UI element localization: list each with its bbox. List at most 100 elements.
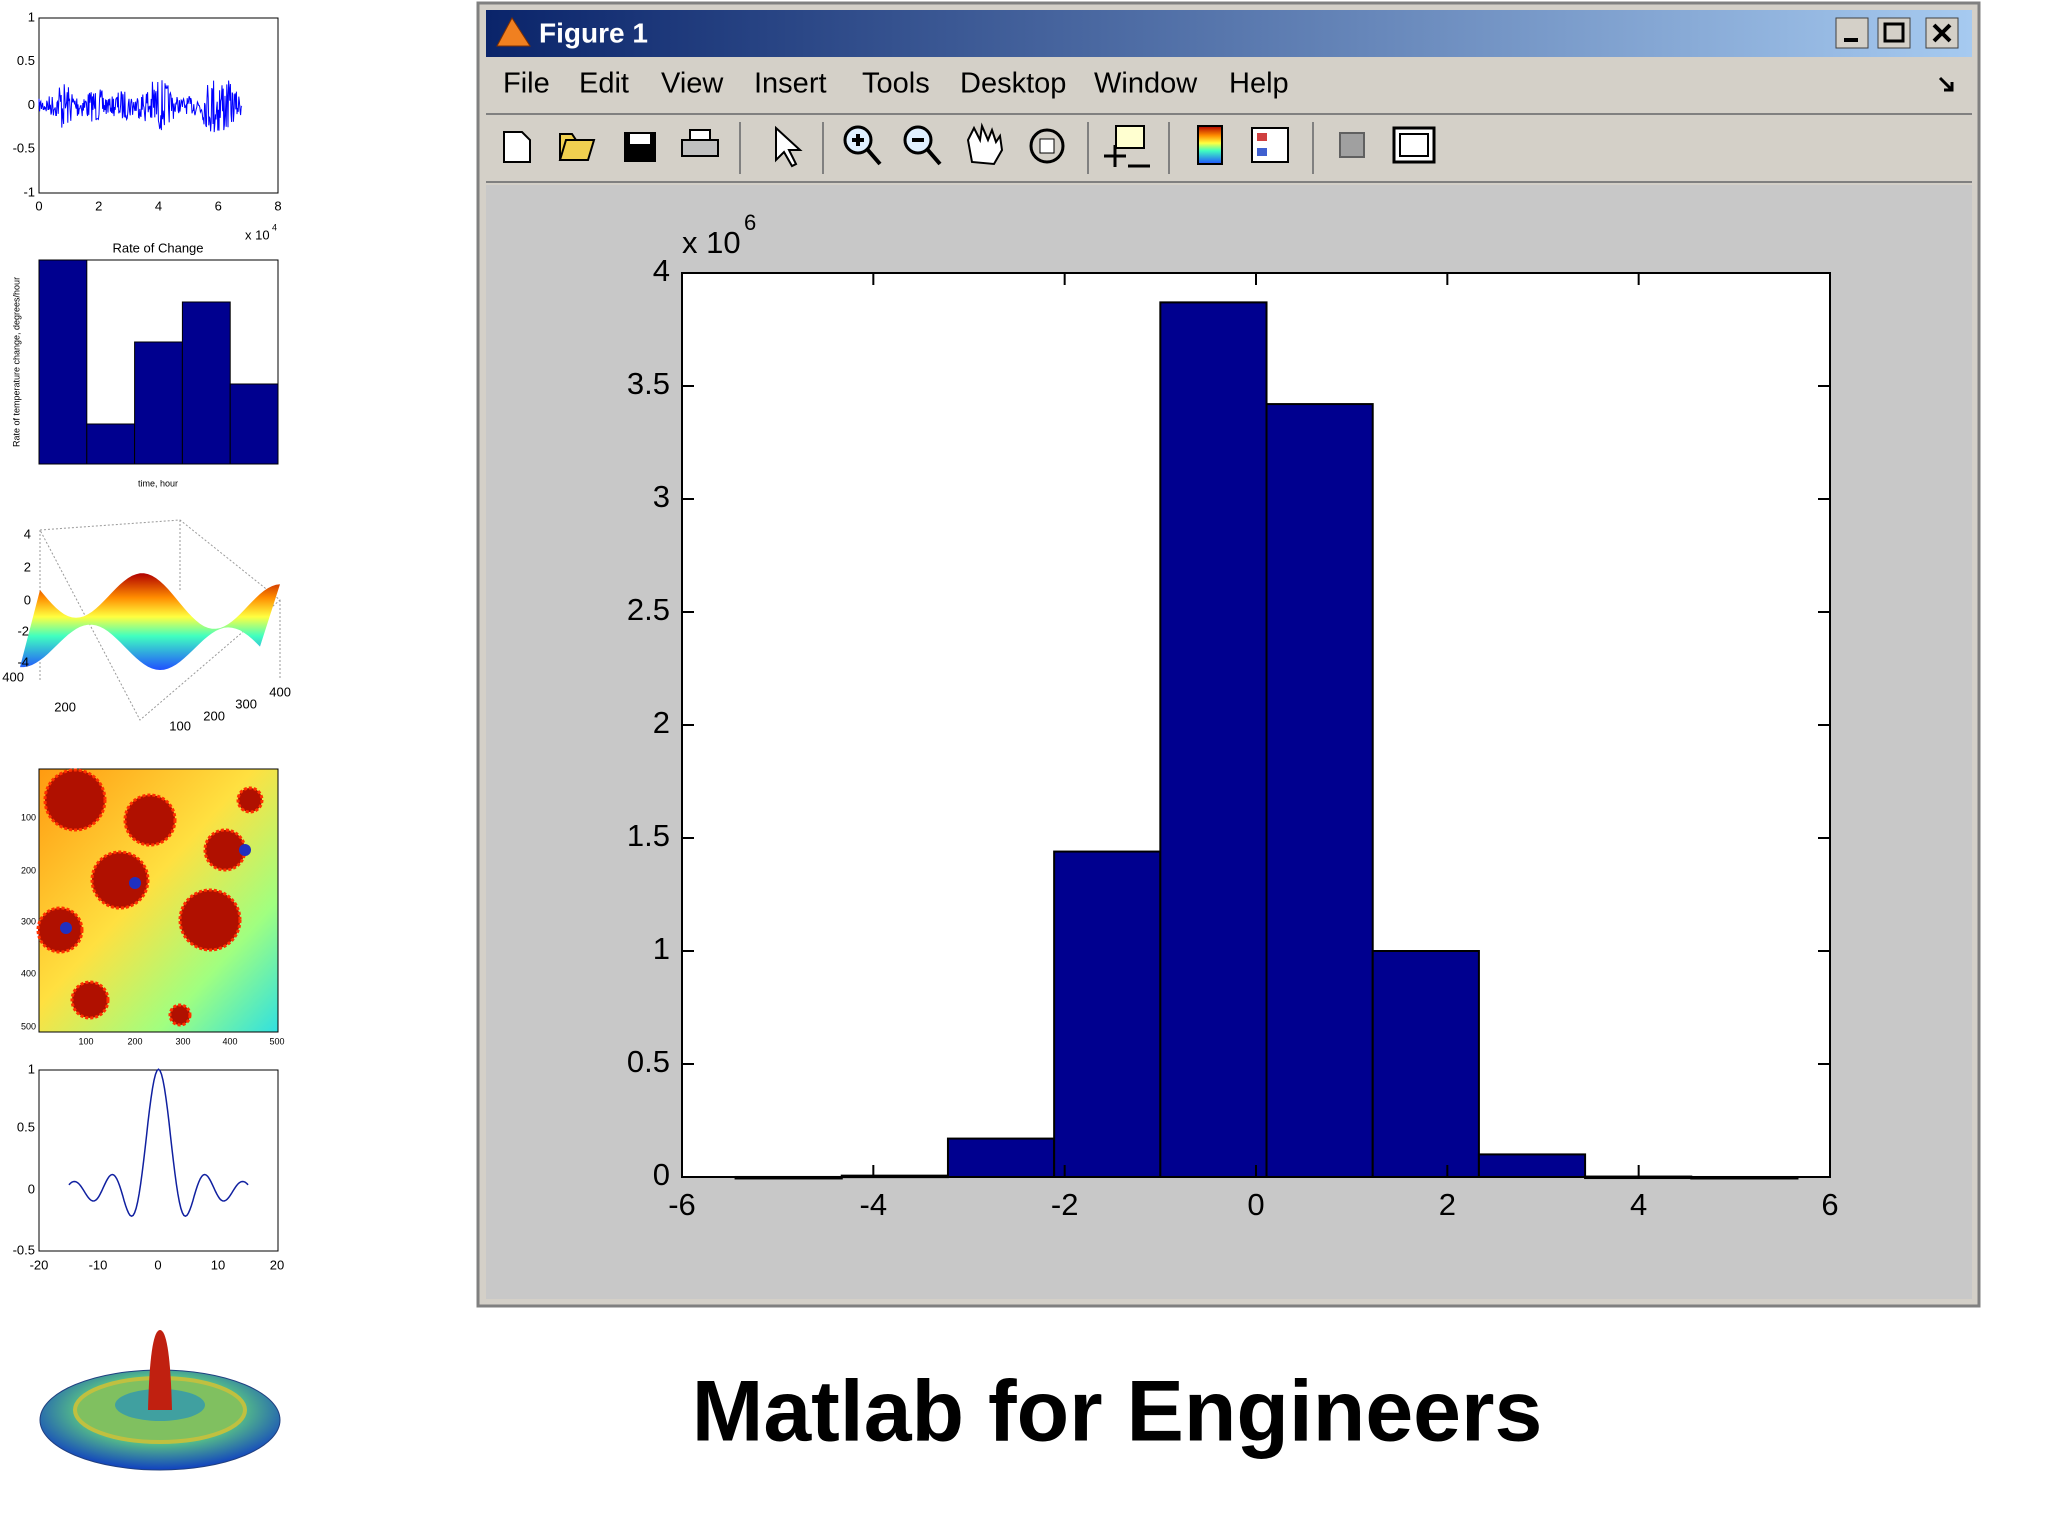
select-icon[interactable]: [775, 125, 803, 168]
thumb-surface-tick: 2: [24, 559, 31, 574]
thumb-fractal-xtick: 300: [175, 1036, 190, 1046]
thumb-fractal-core: [239, 844, 251, 856]
open-icon[interactable]: [558, 133, 596, 161]
print-paper: [689, 129, 711, 141]
thumb-signal-xtick: 0: [35, 198, 42, 213]
minimize-button[interactable]: [1835, 17, 1869, 49]
y-multiplier-exponent: 6: [744, 210, 756, 235]
slide-title: Matlab for Engineers: [692, 1364, 1543, 1460]
thumb-rate-bar: [229, 383, 279, 465]
datacursor-glyph: [1104, 145, 1150, 168]
thumb-sinc-box: [38, 1069, 279, 1252]
thumb-fractal-xtick: 400: [222, 1036, 237, 1046]
close-icon: [1932, 23, 1952, 43]
thumb-sinc-xtick: 20: [270, 1257, 284, 1272]
legend-swatch-1: [1257, 133, 1267, 141]
x-tick-label: 2: [1439, 1187, 1456, 1222]
legend-swatch-2: [1257, 148, 1267, 156]
thumb-rate-xlabel: time, hour: [138, 478, 178, 488]
thumb-rate-bar: [181, 301, 231, 465]
thumb-sinc-xtick: 10: [211, 1257, 225, 1272]
y-tick-label: 2.5: [627, 592, 670, 627]
dock-arrow[interactable]: [1938, 76, 1954, 92]
maximize-icon: [1883, 22, 1905, 43]
window-buttons: [1835, 17, 1959, 49]
thumb-fractal-core: [60, 922, 72, 934]
menu-item[interactable]: Window: [1094, 68, 1198, 100]
window-title: Figure 1: [539, 17, 648, 48]
menu-item[interactable]: Desktop: [960, 68, 1066, 100]
x-tick-label: -4: [860, 1187, 888, 1222]
thumb-fractal-ytick: 200: [21, 865, 36, 875]
x-tick-label: -6: [668, 1187, 696, 1222]
thumb-sinc-ytick: -0.5: [13, 1242, 35, 1257]
thumb-surface-tick: -4: [17, 654, 29, 669]
y-multiplier: x 10: [682, 225, 741, 260]
thumb-rate-bar: [38, 259, 88, 465]
hide-plot-tools-icon[interactable]: [1339, 132, 1365, 158]
thumb-fractal-blob: [123, 793, 177, 847]
thumb-signal-xtick: 6: [215, 198, 222, 213]
show-plot-tools-inner: [1399, 133, 1429, 157]
thumb-fractal-blob: [70, 980, 110, 1020]
colorbar-icon[interactable]: [1197, 125, 1223, 165]
menu-item[interactable]: File: [503, 68, 550, 100]
thumb-sinc-ytick: 1: [28, 1061, 35, 1076]
menu-item[interactable]: Insert: [754, 68, 827, 100]
menu-item[interactable]: Tools: [862, 68, 930, 100]
thumb-signal-xtick: 4: [155, 198, 162, 213]
rotate-cube: [1039, 138, 1055, 154]
thumb-surface-tick: 400: [269, 684, 291, 699]
thumb-sinc-curve: [68, 1068, 249, 1218]
menu-item[interactable]: Edit: [579, 68, 629, 100]
y-tick-label: 3.5: [627, 366, 670, 401]
thumb-surface-tick: 200: [54, 699, 76, 714]
bar: [1053, 850, 1162, 1178]
thumb-fractal-blob: [168, 1003, 192, 1027]
thumb-rate-bar: [134, 341, 183, 465]
thumb-surface-mesh: [20, 573, 280, 670]
thumb-signal-ytick: 0.5: [17, 53, 35, 68]
maximize-button[interactable]: [1877, 17, 1911, 49]
y-tick-label: 1: [653, 931, 670, 966]
thumb-rate-title: Rate of Change: [112, 240, 203, 255]
new-icon[interactable]: [503, 131, 531, 163]
pan-icon[interactable]: [966, 122, 1004, 166]
toolbar: [503, 122, 1436, 174]
menu-item[interactable]: Help: [1229, 68, 1289, 100]
save-label: [630, 134, 650, 144]
y-tick-label: 0: [653, 1157, 670, 1192]
bar: [1477, 1153, 1587, 1179]
x-tick-label: -2: [1051, 1187, 1079, 1222]
title-bar: [486, 10, 1972, 57]
bar: [1371, 950, 1480, 1178]
thumb-surface-tick: 0: [24, 592, 31, 607]
datacursor-icon[interactable]: [1115, 125, 1145, 149]
thumb-fractal-xtick: 500: [269, 1036, 284, 1046]
thumb-sinc-xtick: -20: [30, 1257, 49, 1272]
zoom-out-glyph: [912, 138, 942, 166]
x-tick-label: 6: [1821, 1187, 1838, 1222]
rotate-icon[interactable]: [1029, 128, 1065, 164]
thumb-signal-exp-base: x 10: [245, 227, 270, 242]
y-tick-label: 0.5: [627, 1044, 670, 1079]
thumb-fractal-blob: [43, 768, 107, 832]
thumb-surface-tick: -2: [17, 623, 29, 638]
thumb-sinc-xtick: -10: [89, 1257, 108, 1272]
print-icon[interactable]: [681, 139, 719, 157]
thumb-signal-ytick: -0.5: [13, 141, 35, 156]
x-tick-label: 4: [1630, 1187, 1647, 1222]
bar: [1265, 403, 1374, 1178]
thumb-fractal-ytick: 500: [21, 1021, 36, 1031]
thumb-sinc-xtick: 0: [154, 1257, 161, 1272]
x-tick-label: 0: [1247, 1187, 1264, 1222]
thumb-surface-tick: 100: [169, 718, 191, 733]
thumb-sinc-ytick: 0.5: [17, 1119, 35, 1134]
menu-item[interactable]: View: [661, 68, 724, 100]
thumb-surface-tick: 300: [235, 696, 257, 711]
thumb-signal-ytick: 0: [28, 97, 35, 112]
app-icon: [496, 17, 531, 47]
thumb-surface-tick: 200: [203, 708, 225, 723]
minimize-icon: [1844, 38, 1858, 42]
